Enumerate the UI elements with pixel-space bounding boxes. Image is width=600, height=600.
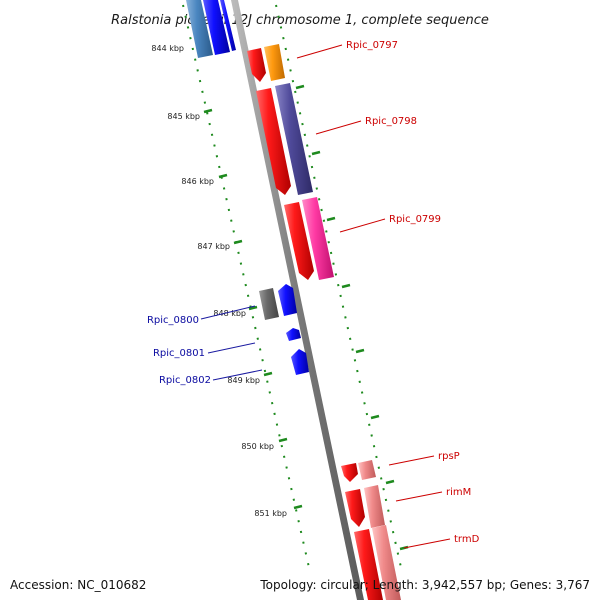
tick-label: 850 kbp [241, 442, 274, 451]
tick-846: 846 kbp [181, 173, 228, 186]
gene-rpic-0797-arrows[interactable] [247, 44, 285, 82]
sequence-summary-text: Topology: circular; Length: 3,942,557 bp… [260, 578, 590, 592]
gene-label-trmd[interactable]: trmD [403, 534, 480, 549]
gene-label-rimm[interactable]: rimM [395, 487, 471, 502]
gene-rpsp-arrows[interactable] [341, 460, 376, 482]
gene-rpic-0802-arrow[interactable] [286, 328, 301, 341]
gene-arrow-salmon[interactable] [364, 485, 385, 528]
gene-label-text[interactable]: Rpic_0802 [159, 375, 211, 386]
gene-arrow-orange[interactable] [264, 44, 285, 81]
gene-label-rpic-0799[interactable]: Rpic_0799 [339, 214, 441, 233]
tick-850: 850 kbp [241, 437, 288, 451]
gene-rpic-0800-arrow[interactable] [259, 288, 279, 320]
tick-label: 847 kbp [197, 242, 230, 251]
gene-arrow-red[interactable] [284, 202, 314, 280]
gene-rpic-0798-arrows[interactable] [256, 83, 313, 195]
gene-arrow-red[interactable] [256, 88, 291, 195]
gene-label-text[interactable]: Rpic_0797 [346, 40, 398, 51]
gene-arrow-pink[interactable] [302, 197, 334, 280]
tick-label: 845 kbp [167, 112, 200, 121]
tick-847: 847 kbp [197, 239, 243, 251]
gene-trmd-arrows[interactable] [354, 525, 401, 600]
tick-label: 849 kbp [227, 376, 260, 385]
gene-label-text[interactable]: Rpic_0801 [153, 348, 205, 359]
gene-arrow-steel[interactable] [186, 0, 213, 58]
gene-label-text[interactable]: rpsP [438, 451, 460, 462]
gene-arrow-salmon[interactable] [372, 525, 401, 600]
gene-arrow-red[interactable] [354, 529, 383, 600]
gene-block-844-left[interactable] [186, 0, 236, 58]
gene-label-rpic-0801[interactable]: Rpic_0801 [153, 342, 256, 359]
tick-845: 845 kbp [167, 108, 213, 121]
gene-rpic-0801-arrow[interactable] [278, 284, 297, 316]
tick-track-left [182, 4, 311, 573]
gene-label-rpic-0800[interactable]: Rpic_0800 [147, 305, 256, 326]
chromosome-backbone [231, 0, 364, 600]
tick-track-right [275, 4, 403, 573]
gene-label-rpsp[interactable]: rpsP [388, 451, 460, 466]
right-track-ticks [295, 84, 409, 551]
tick-label: 846 kbp [181, 177, 214, 186]
gene-arrow-blue[interactable] [203, 0, 230, 55]
accession-text: Accession: NC_010682 [10, 578, 147, 592]
gene-label-rpic-0802[interactable]: Rpic_0802 [159, 369, 263, 386]
gene-label-rpic-0797[interactable]: Rpic_0797 [296, 40, 398, 59]
tick-label: 851 kbp [254, 509, 287, 518]
tick-848: 848 kbp [213, 305, 258, 318]
gene-arrow-red[interactable] [341, 463, 358, 482]
tick-label: 848 kbp [213, 309, 246, 318]
gene-arrow-red[interactable] [345, 489, 365, 527]
gene-rpic-0802b-arrow[interactable] [291, 349, 309, 375]
gene-arrow-blue-edge[interactable] [220, 0, 236, 51]
tick-849: 849 kbp [227, 371, 273, 385]
map-title: Ralstonia pickettii 12J chromosome 1, co… [111, 13, 489, 28]
gene-rimm-arrows[interactable] [345, 485, 385, 528]
gene-rpic-0799-arrows[interactable] [284, 197, 334, 280]
gene-arrow-red[interactable] [247, 48, 266, 82]
gene-label-rpic-0798[interactable]: Rpic_0798 [315, 116, 417, 135]
gene-arrow-purple[interactable] [275, 83, 313, 195]
gene-label-text[interactable]: Rpic_0800 [147, 315, 199, 326]
gene-label-text[interactable]: trmD [454, 534, 480, 545]
gene-label-text[interactable]: rimM [446, 487, 471, 498]
gene-arrow-salmon[interactable] [358, 460, 376, 480]
gene-label-text[interactable]: Rpic_0798 [365, 116, 417, 127]
tick-851: 851 kbp [254, 504, 303, 518]
tick-label: 844 kbp [151, 44, 184, 53]
gene-label-text[interactable]: Rpic_0799 [389, 214, 441, 225]
